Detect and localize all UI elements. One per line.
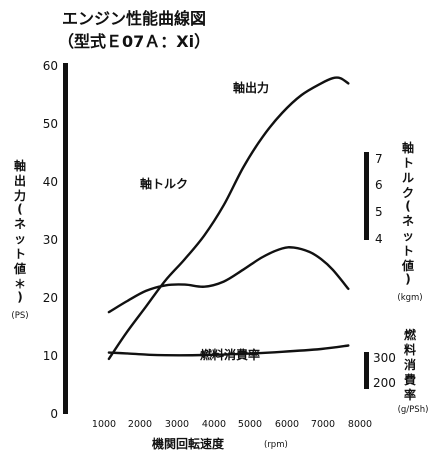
- torque-axis-label-char: ): [405, 272, 410, 286]
- x-axis: 1000 2000 3000 4000 5000 6000 7000 8000 …: [92, 419, 372, 451]
- left-axis-label-char: 力: [14, 188, 26, 203]
- left-axis-label-char: ): [17, 290, 22, 304]
- left-axis-label-char: ッ: [14, 232, 26, 246]
- torque-axis-bar: [364, 152, 369, 240]
- fuel-axis-label: 燃 料 消 費 率 (g/PSh): [398, 327, 429, 415]
- fuel-consumption-line: [107, 344, 350, 357]
- fuel-axis-unit: (g/PSh): [398, 405, 429, 415]
- left-axis-unit: (PS): [11, 311, 28, 321]
- fuel-axis-label-char: 料: [404, 342, 416, 357]
- shaft-torque-line: [107, 246, 350, 314]
- torque-axis-unit: (kgm): [397, 293, 422, 303]
- left-tick-label: 0: [50, 407, 58, 421]
- left-tick-label: 10: [43, 349, 58, 363]
- torque-axis: 7 6 5 4: [364, 152, 383, 246]
- x-tick-label: 5000: [238, 419, 262, 430]
- chart-title-line-2: （型式Ｅ07Ａ：Xi）: [58, 32, 210, 51]
- shaft-output-line: [107, 76, 350, 361]
- torque-axis-label-char: ト: [402, 156, 414, 170]
- fuel-axis-label-char: 燃: [404, 327, 417, 342]
- fuel-axis-label-char: 費: [404, 372, 416, 387]
- fuel-tick-label: 200: [373, 376, 396, 390]
- left-tick-label: 40: [43, 175, 58, 189]
- torque-axis-label-char: ル: [402, 171, 414, 185]
- torque-axis-label-char: 値: [401, 258, 414, 273]
- torque-axis-label-char: ネ: [402, 214, 414, 228]
- left-axis-bar: [63, 63, 68, 414]
- x-axis-label: 機関回転速度: [152, 436, 225, 451]
- left-axis-label-char: ト: [14, 247, 26, 261]
- fuel-axis-label-char: 消: [404, 357, 416, 372]
- torque-axis-label-char: ク: [402, 186, 414, 200]
- fuel-axis-bar: [364, 352, 369, 389]
- fuel-axis: 300 200: [364, 351, 396, 390]
- x-tick-label: 2000: [128, 419, 152, 430]
- torque-tick-label: 6: [375, 178, 383, 192]
- torque-tick-label: 5: [375, 205, 383, 219]
- x-tick-label: 7000: [311, 419, 335, 430]
- x-tick-label: 1000: [92, 419, 116, 430]
- series-label-fuel-consumption: 燃料消費率: [200, 347, 260, 362]
- fuel-tick-label: 300: [373, 351, 396, 365]
- fuel-axis-label-char: 率: [404, 387, 416, 402]
- torque-tick-label: 7: [375, 152, 383, 166]
- left-axis-label-char: 値: [13, 261, 26, 276]
- torque-axis-label-char: ト: [402, 244, 414, 258]
- series-label-shaft-torque: 軸トルク: [140, 176, 188, 191]
- chart-title-line-1: エンジン性能曲線図: [62, 9, 206, 28]
- left-tick-label: 50: [43, 117, 58, 131]
- series-label-shaft-output: 軸出力: [233, 80, 269, 95]
- chart-curves: [107, 76, 350, 361]
- torque-axis-label-char: (: [405, 199, 410, 213]
- left-axis-label: 軸 出 力 ( ネ ッ ト 値 ＊ ) (PS): [11, 158, 28, 321]
- left-axis-label-char: 軸: [14, 158, 26, 173]
- x-tick-label: 6000: [275, 419, 299, 430]
- x-axis-unit: (rpm): [264, 440, 288, 450]
- torque-axis-label-char: ッ: [402, 229, 414, 243]
- left-tick-label: 60: [43, 59, 58, 73]
- x-tick-label: 8000: [348, 419, 372, 430]
- left-axis-label-char: 出: [14, 173, 26, 188]
- torque-axis-label: 軸 ト ル ク ( ネ ッ ト 値 ) (kgm): [397, 140, 422, 303]
- x-tick-label: 3000: [165, 419, 189, 430]
- torque-axis-label-char: 軸: [402, 140, 414, 155]
- left-tick-label: 20: [43, 291, 58, 305]
- left-axis: 0 10 20 30 40 50 60: [43, 59, 68, 421]
- x-tick-label: 4000: [202, 419, 226, 430]
- left-tick-label: 30: [43, 233, 58, 247]
- left-axis-label-char: (: [17, 202, 22, 216]
- torque-tick-label: 4: [375, 232, 383, 246]
- left-axis-label-char: ネ: [14, 217, 26, 231]
- left-axis-label-char: ＊: [14, 277, 26, 291]
